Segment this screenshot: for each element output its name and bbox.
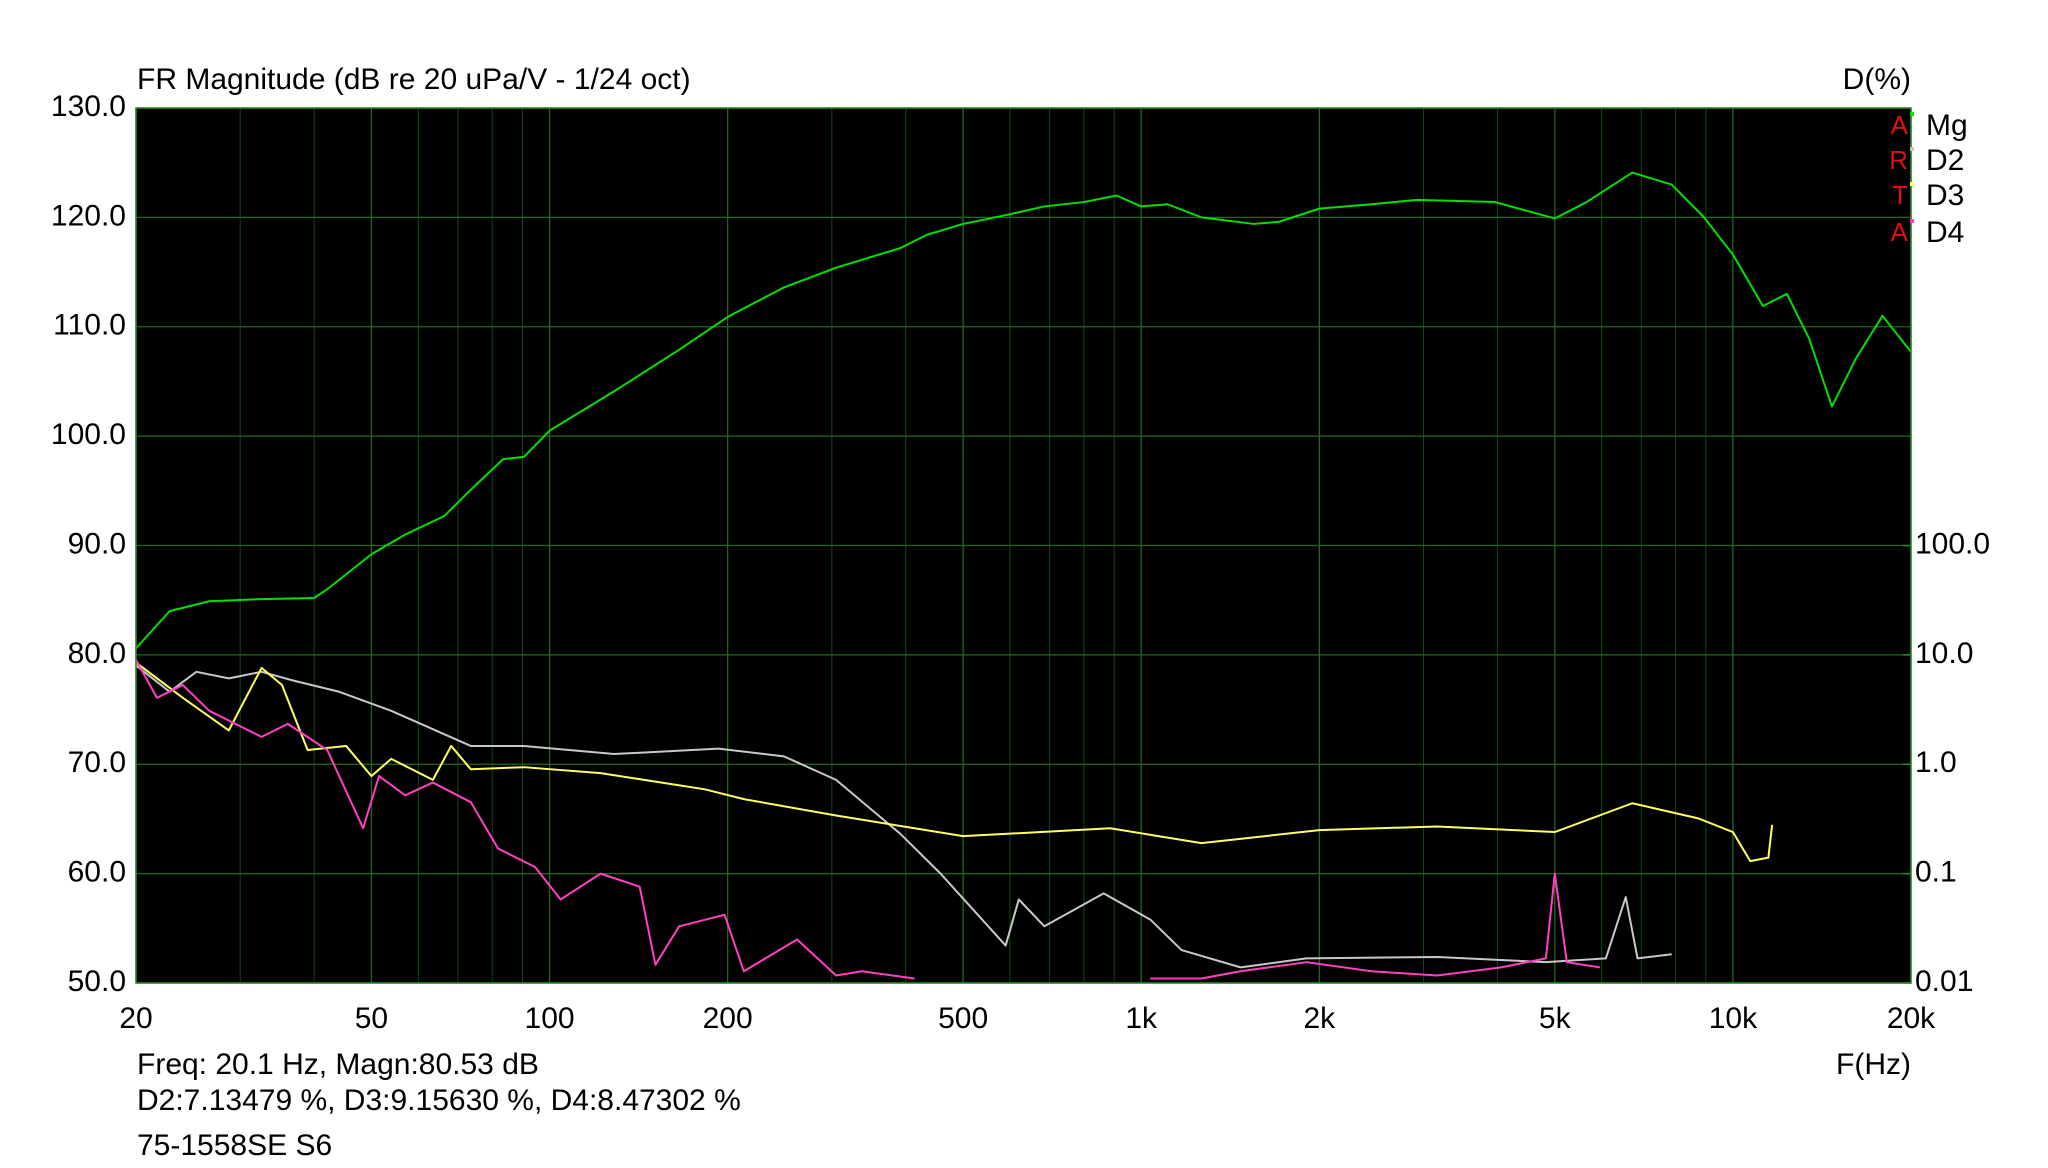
footer-line: D2:7.13479 %, D3:9.15630 %, D4:8.47302 % xyxy=(137,1084,741,1117)
y-tick-label: 110.0 xyxy=(53,309,126,342)
y-tick-label: 120.0 xyxy=(51,199,126,232)
y2-tick-label: 10.0 xyxy=(1915,637,1973,670)
x-tick-label: 20k xyxy=(1887,1002,1936,1035)
y-tick-label: 100.0 xyxy=(51,418,126,451)
y-tick-label: 90.0 xyxy=(68,527,126,560)
legend-swatch xyxy=(1910,147,1914,151)
series-line xyxy=(136,171,1911,649)
legend-logo-letter: R xyxy=(1889,145,1908,175)
x-tick-label: 500 xyxy=(938,1002,988,1035)
x-tick-label: 10k xyxy=(1709,1002,1758,1035)
legend-swatch xyxy=(1910,112,1914,116)
series-line xyxy=(136,664,1672,969)
legend-swatch xyxy=(1910,219,1914,223)
y-tick-label: 80.0 xyxy=(68,637,126,670)
series-lines xyxy=(136,171,1911,980)
series-line xyxy=(136,659,1601,980)
y2-tick-label: 100.0 xyxy=(1915,527,1990,560)
legend-logo-letter: A xyxy=(1891,110,1909,140)
legend-swatch xyxy=(1910,182,1914,186)
y-tick-label: 50.0 xyxy=(68,965,126,998)
y2-tick-label: 0.1 xyxy=(1915,856,1957,889)
legend-label: Mg xyxy=(1926,109,1968,142)
legend-label: D2 xyxy=(1926,144,1964,177)
y2-axis-label: D(%) xyxy=(1843,63,1911,96)
footer-line: Freq: 20.1 Hz, Magn:80.53 dB xyxy=(137,1048,539,1081)
legend-logo-letter: A xyxy=(1891,217,1909,247)
x-tick-label: 100 xyxy=(525,1002,575,1035)
footer-line: 75-1558SE S6 xyxy=(137,1129,332,1162)
x-tick-label: 50 xyxy=(355,1002,388,1035)
y2-tick-label: 1.0 xyxy=(1915,746,1957,779)
legend-label: D4 xyxy=(1926,216,1964,249)
y2-tick-label: 0.01 xyxy=(1915,965,1973,998)
legend-logo-letter: T xyxy=(1892,180,1908,210)
x-tick-label: 1k xyxy=(1125,1002,1158,1035)
x-tick-label: 200 xyxy=(703,1002,753,1035)
x-axis-label: F(Hz) xyxy=(1836,1048,1911,1081)
series-line xyxy=(136,661,1774,863)
chart-title: FR Magnitude (dB re 20 uPa/V - 1/24 oct) xyxy=(137,63,691,96)
y-tick-label: 70.0 xyxy=(68,746,126,779)
y-tick-label: 130.0 xyxy=(51,90,126,123)
x-tick-label: 5k xyxy=(1539,1002,1572,1035)
legend-label: D3 xyxy=(1926,179,1964,212)
x-tick-label: 20 xyxy=(119,1002,152,1035)
y-tick-label: 60.0 xyxy=(68,856,126,889)
x-tick-label: 2k xyxy=(1303,1002,1336,1035)
